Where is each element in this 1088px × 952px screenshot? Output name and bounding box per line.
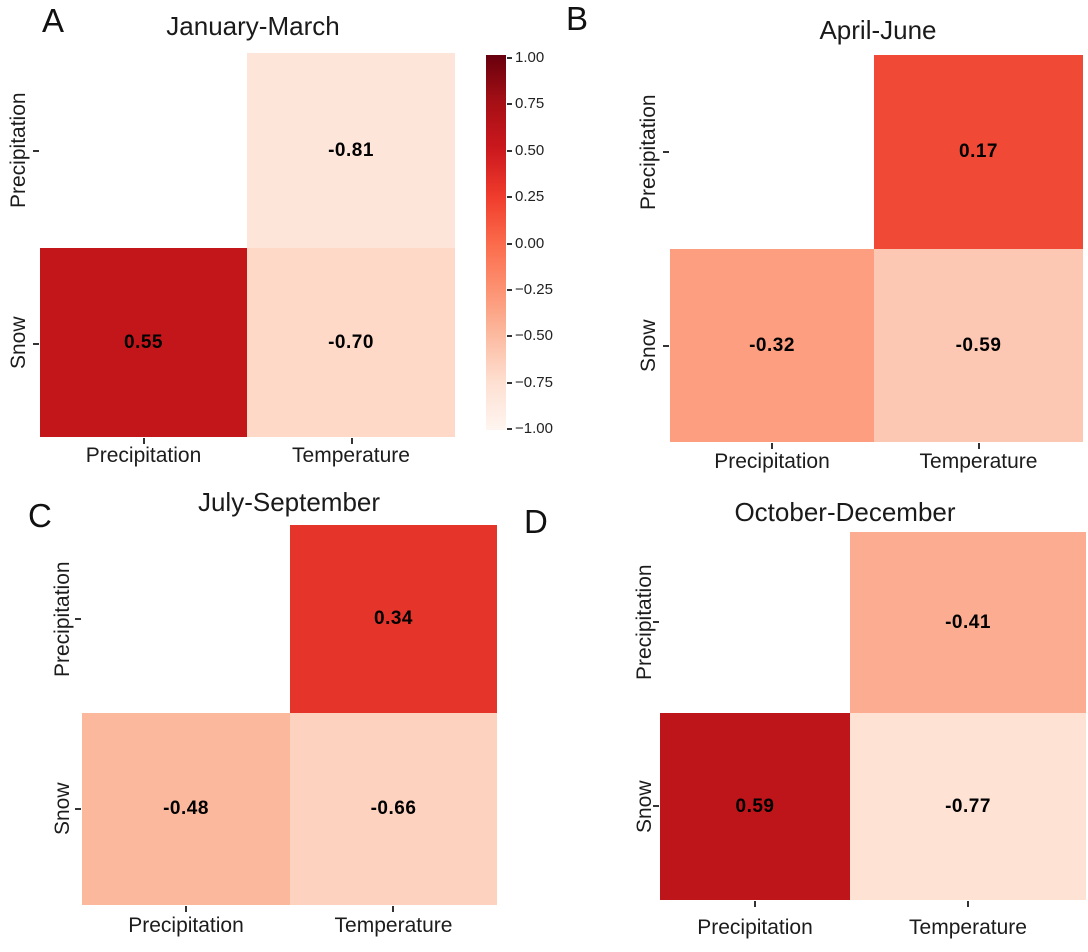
panel-a-ytick (33, 150, 39, 152)
colorbar-tick-label: −0.50 (515, 327, 553, 345)
colorbar-tick-label: −1.00 (515, 420, 553, 437)
panel-a-cell-snow-temperature: -0.70 (247, 248, 455, 437)
panel-a-xtick (143, 438, 145, 444)
panel-b-ytick (663, 151, 669, 153)
colorbar-tick-label: 0.75 (515, 95, 545, 113)
panel-d-xtick (754, 901, 756, 907)
panel-c-xtick (392, 906, 394, 912)
panel-b-ylabel-precipitation: Precipitation (637, 94, 660, 210)
panel-c-xlabel-temperature: Temperature (334, 914, 453, 937)
panel-a-title: January-March (166, 11, 340, 41)
panel-a-ylabel-precipitation: Precipitation (7, 92, 30, 209)
colorbar-tick (507, 381, 512, 384)
colorbar-tick (507, 288, 512, 291)
panel-b-cell-snow-temperature: -0.59 (874, 249, 1083, 442)
panel-d-cell-snow-precipitation: 0.59 (660, 713, 850, 900)
panel-d-cell-precipitation-temperature: -0.41 (850, 532, 1086, 713)
panel-c-cell-snow-temperature: -0.66 (290, 713, 497, 905)
colorbar-tick-label: 0.25 (515, 188, 545, 206)
panel-a-cell-precipitation-temperature: -0.81 (247, 53, 455, 248)
colorbar-gradient (486, 55, 506, 430)
panel-c-cell-snow-precipitation: -0.48 (82, 713, 290, 905)
panel-b-cell-snow-precipitation: -0.32 (670, 249, 874, 442)
panel-b-ytick (663, 345, 669, 347)
panel-c-ytick (75, 808, 81, 810)
colorbar-tick-label: −0.25 (515, 280, 553, 298)
panel-a-xlabel-precipitation: Precipitation (85, 444, 202, 467)
panel-d-xlabel-precipitation: Precipitation (697, 916, 813, 939)
panel-d-cell-snow-temperature: -0.77 (850, 713, 1086, 900)
panel-d-xtick (967, 901, 969, 907)
panel-b-xlabel-temperature: Temperature (919, 450, 1038, 473)
panel-b-title: April-June (819, 15, 937, 45)
colorbar-tick (507, 242, 512, 245)
panel-c-letter: C (28, 497, 52, 534)
colorbar-tick-labels: 1.00 0.75 0.50 0.25 0.00 −0.25 −0.50 −0.… (515, 50, 575, 437)
panel-b-ylabel-snow: Snow (637, 319, 660, 372)
panel-d-ytick (653, 621, 659, 623)
panel-a-xtick (351, 438, 353, 444)
colorbar-tick (507, 428, 512, 430)
panel-b-cell-precipitation-temperature: 0.17 (874, 55, 1083, 249)
panel-d-letter: D (524, 503, 548, 540)
colorbar-ticks (507, 57, 512, 430)
colorbar-tick-label: 1.00 (515, 49, 545, 66)
colorbar-tick (507, 103, 512, 106)
colorbar-tick-label: 0.50 (515, 141, 545, 159)
panel-c-xlabel-precipitation: Precipitation (128, 914, 244, 937)
panel-b-xtick (771, 443, 773, 449)
panel-a-letter: A (42, 2, 65, 39)
panel-d-title: October-December (734, 497, 956, 527)
colorbar-tick (507, 196, 512, 199)
panel-c-ylabel-precipitation: Precipitation (51, 561, 74, 677)
colorbar-tick (507, 57, 512, 59)
panel-a-ylabel-snow: Snow (7, 316, 30, 369)
colorbar-tick-label: 0.00 (515, 234, 545, 252)
panel-c-title: July-September (197, 487, 381, 517)
colorbar-tick-label: −0.75 (515, 373, 553, 391)
colorbar-tick (507, 149, 512, 152)
panel-a-ytick (33, 343, 39, 345)
panel-b-xlabel-precipitation: Precipitation (714, 450, 830, 473)
panel-c-cell-precipitation-temperature: 0.34 (290, 525, 497, 713)
panel-d-ytick (653, 805, 659, 807)
panel-a-xlabel-temperature: Temperature (292, 444, 410, 467)
panel-b-letter: B (566, 0, 589, 37)
colorbar-tick (507, 335, 512, 338)
panel-c-xtick (185, 906, 187, 912)
panel-d-xlabel-temperature: Temperature (909, 916, 1027, 939)
panel-c-ylabel-snow: Snow (51, 782, 74, 836)
panel-b-xtick (978, 443, 980, 449)
panel-a-cell-snow-precipitation: 0.55 (40, 248, 247, 437)
panel-c-ytick (75, 618, 81, 620)
